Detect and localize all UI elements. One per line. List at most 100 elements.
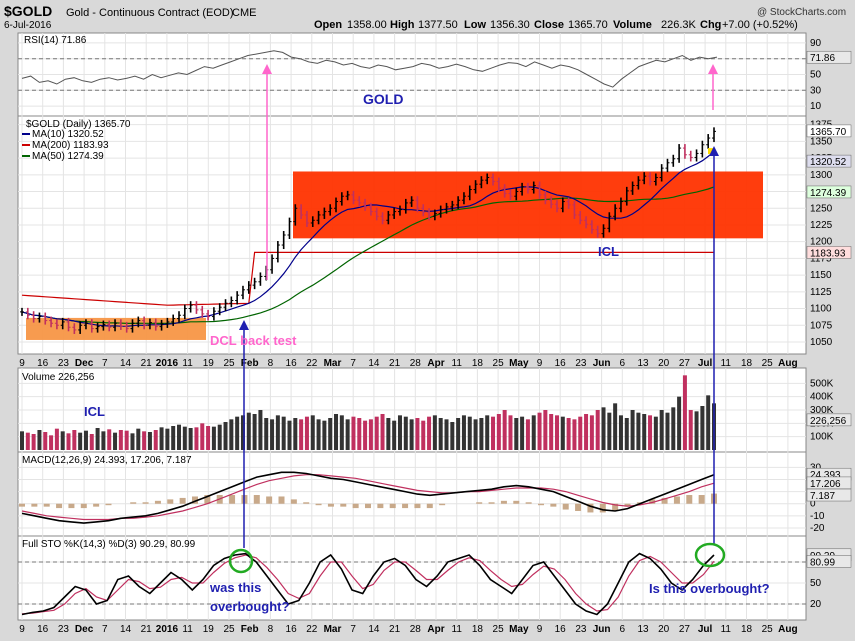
x-tick-label: 19	[203, 358, 215, 369]
volume-bar	[113, 432, 118, 450]
macd-histogram-bar	[488, 502, 495, 504]
value-tag-text: 71.86	[810, 53, 835, 64]
volume-bar	[177, 424, 182, 450]
x-tick-label: 22	[306, 624, 318, 635]
sto-d-line	[21, 554, 715, 615]
sto-layer	[18, 552, 806, 616]
macd-histogram-bar	[686, 495, 693, 504]
volume-bar	[531, 415, 536, 450]
macd-histogram-bar	[327, 503, 334, 507]
macd-histogram-bar	[538, 503, 544, 506]
x-tick-label: 8	[268, 624, 274, 635]
volume-bar	[136, 428, 141, 450]
value-tag-text: 17.206	[810, 479, 841, 490]
volume-bar	[584, 414, 589, 450]
x-tick-label: Feb	[241, 624, 259, 635]
value-tag-box	[806, 555, 852, 568]
x-tick-label: 28	[410, 358, 422, 369]
macd-histogram-bar	[68, 503, 75, 509]
volume-bar	[421, 420, 426, 450]
x-tick-label: Jun	[593, 624, 611, 635]
y-tick-label: 300K	[810, 405, 834, 416]
ma10-legend-text: MA(10) 1320.52	[32, 129, 104, 140]
y-tick-label: 1100	[810, 304, 832, 315]
macd-histogram-bar	[278, 496, 285, 504]
macd-histogram-bar	[476, 502, 483, 504]
blue-arrow-2-head	[709, 146, 719, 156]
x-tick-label: 19	[203, 624, 215, 635]
value-tag-box	[806, 413, 852, 427]
volume-bar	[229, 419, 234, 450]
volume-bar	[450, 422, 455, 450]
x-tick-label: 14	[368, 358, 380, 369]
x-tick-label: 23	[58, 624, 70, 635]
close-label: Close	[534, 19, 564, 31]
volume-bar	[671, 407, 676, 450]
price-layer	[20, 127, 763, 340]
macd-histogram-bar	[266, 496, 273, 504]
macd-histogram-bar	[204, 495, 211, 504]
x-tick-label: 16	[286, 358, 298, 369]
volume-bar	[444, 419, 449, 450]
volume-bar	[456, 418, 461, 450]
x-tick-label: Aug	[778, 358, 797, 369]
volume-bar	[153, 430, 158, 450]
macd-histogram-bar	[575, 503, 582, 511]
x-tick-label: 7	[102, 358, 108, 369]
macd-histogram-bar	[500, 500, 507, 504]
ma10-line	[21, 151, 715, 327]
was-this-annotation: was this	[209, 580, 261, 595]
macd-line	[21, 471, 715, 524]
exchange-label: CME	[232, 7, 256, 19]
rsi-layer	[18, 50, 806, 91]
volume-bar	[363, 420, 368, 450]
volume-bar	[20, 431, 24, 450]
macd-histogram-bar	[525, 502, 532, 504]
x-tick-label: 21	[389, 624, 401, 635]
x-tick-label: Jun	[593, 358, 611, 369]
pink-arrow-2-head	[708, 64, 718, 74]
x-tick-label: 16	[555, 624, 567, 635]
y-tick-label: 1350	[810, 136, 833, 147]
volume-bar	[101, 431, 106, 450]
volume-legend-text: Volume 226,256	[22, 372, 95, 383]
volume-bar	[485, 415, 490, 450]
value-tag: 1274.39	[806, 185, 852, 199]
x-tick-label: 20	[658, 624, 670, 635]
pink-arrow-1-head	[262, 64, 272, 74]
volume-bar	[543, 410, 548, 450]
x-tick-label: 25	[762, 624, 774, 635]
x-tick-label: 11	[452, 624, 463, 635]
volume-bar	[560, 416, 565, 450]
volume-bar	[124, 430, 129, 450]
value-tag-text: 7.187	[810, 491, 835, 502]
value-tag-box	[806, 246, 852, 259]
x-tick-label: Mar	[324, 624, 342, 635]
volume-value: 226.3K	[661, 19, 697, 31]
volume-bar	[130, 433, 135, 450]
volume-bar	[572, 419, 577, 450]
y-tick-label: 1125	[810, 287, 832, 298]
volume-bar	[322, 420, 327, 450]
macd-histogram-bar	[698, 495, 705, 504]
rsi-legend-text: RSI(14) 71.86	[24, 35, 87, 46]
chart-date: 6-Jul-2016	[4, 20, 52, 31]
x-tick-label: 23	[575, 358, 587, 369]
macd-signal-line	[21, 474, 715, 521]
volume-bar	[211, 426, 216, 450]
is-this-overbought-annotation: Is this overbought?	[649, 581, 770, 596]
macd-histogram-bar	[673, 496, 680, 504]
y-tick-label: 1200	[810, 237, 833, 248]
x-tick-label: 13	[637, 624, 649, 635]
macd-panel	[17, 451, 807, 537]
x-tick-label: 22	[306, 358, 318, 369]
volume-bar	[682, 375, 687, 450]
x-tick-label: 25	[223, 358, 235, 369]
volume-bar	[566, 418, 571, 450]
volume-bar	[642, 414, 647, 450]
volume-bar	[549, 414, 554, 450]
volume-bar	[31, 434, 36, 450]
macd-histogram-bar	[56, 503, 63, 509]
